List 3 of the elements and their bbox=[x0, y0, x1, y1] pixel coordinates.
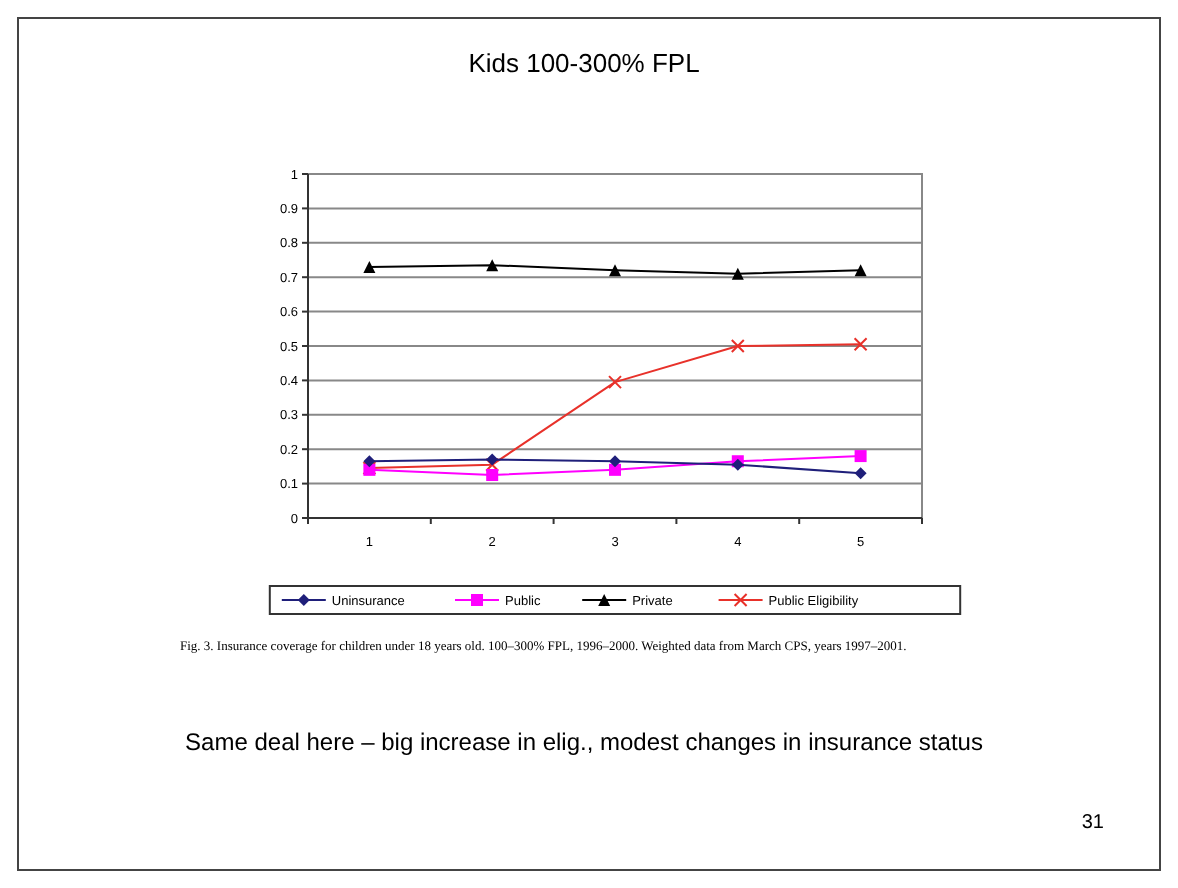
text: Same deal here – big increase in elig., modest changes in insurance status bbox=[185, 728, 983, 756]
chart-title: Kids 100-300% FPL bbox=[468, 48, 700, 78]
text: 31 bbox=[1081, 812, 1105, 834]
